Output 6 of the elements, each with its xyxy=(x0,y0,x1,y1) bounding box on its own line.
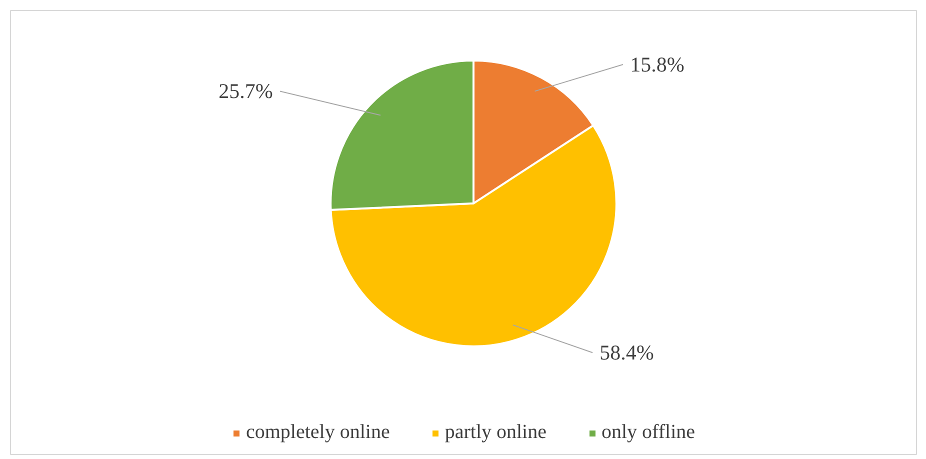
legend-label: only offline xyxy=(601,421,696,444)
legend-label: completely online xyxy=(246,421,390,444)
data-label: 25.7% xyxy=(218,79,273,104)
data-label: 15.8% xyxy=(630,52,684,77)
legend-label: partly online xyxy=(444,421,546,444)
data-label: 58.4% xyxy=(600,340,654,365)
